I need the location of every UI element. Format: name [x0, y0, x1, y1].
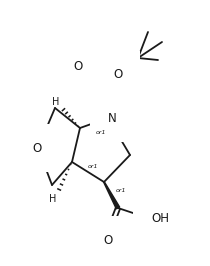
Text: or1: or1 [88, 164, 98, 169]
Text: H: H [52, 97, 60, 107]
Text: or1: or1 [96, 131, 106, 135]
Text: O: O [113, 69, 123, 81]
Text: OH: OH [151, 211, 169, 225]
Text: N: N [108, 111, 116, 124]
Text: O: O [73, 60, 83, 73]
Text: O: O [103, 234, 113, 247]
Text: or1: or1 [116, 188, 126, 193]
Text: H: H [49, 194, 57, 204]
Polygon shape [104, 182, 120, 209]
Text: O: O [32, 142, 42, 155]
